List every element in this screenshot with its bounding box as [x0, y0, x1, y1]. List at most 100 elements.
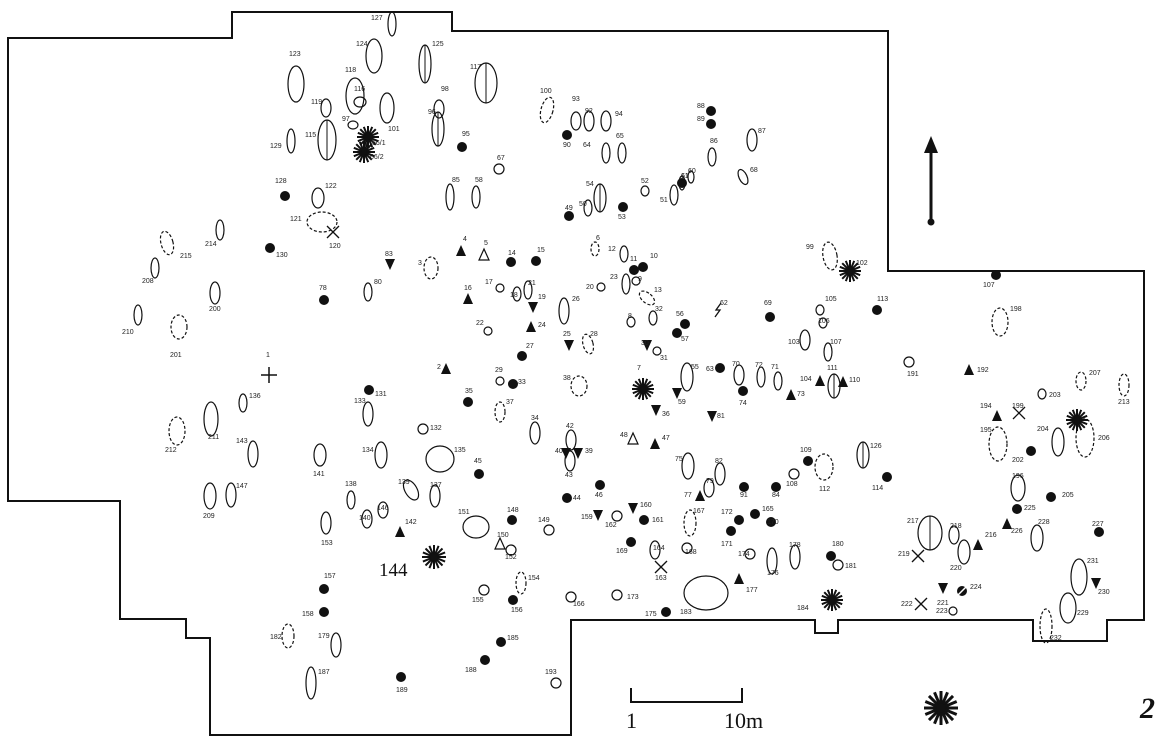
feature-38: 38: [563, 375, 588, 397]
feature-1: 1: [261, 352, 277, 383]
feature-151: 151: [458, 509, 490, 539]
feature-label: 140: [359, 515, 371, 522]
feature-108: 108: [786, 468, 800, 488]
feature-215: 215: [159, 230, 192, 260]
feature-196: 196: [1010, 473, 1026, 502]
feature-110: 110: [838, 376, 860, 387]
feature-label: 226: [1011, 528, 1023, 535]
feature-79: 79: [703, 478, 715, 498]
feature-34: 34: [529, 415, 541, 445]
feature-label: 150: [497, 532, 509, 539]
feature-217: 217: [907, 515, 943, 551]
feature-92: 92: [583, 108, 595, 132]
feature-label: 112: [819, 486, 830, 493]
feature-89: 89: [697, 116, 716, 129]
feature-153: 153: [320, 511, 333, 547]
feature-67: 67: [493, 155, 505, 175]
feature-70: 70: [732, 361, 745, 386]
feature-label: 217: [907, 518, 919, 525]
feature-label: 43: [565, 472, 573, 479]
feature-64: 64: [583, 142, 611, 164]
feature-158: 158: [302, 607, 329, 618]
feature-27: 27: [517, 343, 534, 361]
feature-label: 216: [985, 532, 997, 539]
feature-33: 33: [508, 379, 526, 389]
feature-label: 193: [545, 669, 557, 676]
feature-label: 77: [684, 492, 692, 499]
feature-label: 14: [508, 250, 516, 257]
feature-20: 20: [586, 282, 606, 292]
feature-114: 114: [872, 472, 892, 492]
feature-26: 26: [558, 296, 580, 325]
feature-label: 202: [1012, 457, 1024, 464]
feature-49: 49: [564, 205, 574, 221]
feature-label: 100: [540, 88, 552, 95]
feature-102: 102: [839, 260, 868, 282]
feature-40: 40: [555, 448, 571, 459]
feature-label: 230: [1098, 589, 1110, 596]
feature-label: 110: [849, 377, 860, 384]
feature-93: 93: [570, 96, 582, 131]
feature-7: 7: [632, 365, 654, 400]
feature-201: 201: [170, 314, 188, 359]
feature-label: 78: [319, 285, 327, 292]
feature-label: 99: [806, 244, 814, 251]
feature-95: 95: [457, 131, 470, 152]
feature-label: 185: [507, 635, 519, 642]
feature-30: 30: [641, 340, 652, 351]
feature-label: 45: [474, 458, 482, 465]
feature-label: 86: [710, 138, 718, 145]
feature-label: 94: [615, 111, 623, 118]
feature-159: 159: [581, 510, 603, 521]
feature-150: 150: [494, 532, 509, 550]
feature-219: 219: [898, 549, 925, 563]
feature-label: 161: [652, 517, 664, 524]
feature-179: 179: [318, 632, 342, 658]
feature-label: 60: [688, 168, 696, 175]
feature-123: 123: [287, 51, 305, 103]
feature-199: 199: [1012, 403, 1026, 420]
feature-222: 222: [901, 597, 928, 611]
feature-216: 216: [973, 532, 997, 550]
feature-134: 134: [362, 441, 388, 469]
feature-label: 58: [475, 177, 483, 184]
feature-label: 214: [205, 241, 217, 248]
feature-label: 51: [660, 197, 668, 204]
feature-label: 231: [1087, 558, 1099, 565]
feature-126: 126: [856, 441, 882, 469]
feature-210: 210: [122, 304, 143, 336]
feature-label: 128: [275, 178, 287, 185]
feature-label: 16: [464, 285, 472, 292]
feature-label: 173: [627, 594, 639, 601]
feature-231: 231: [1070, 558, 1099, 596]
feature-label: 53: [618, 214, 626, 221]
feature-119: 119: [311, 98, 332, 118]
feature-107: 107: [983, 270, 1001, 289]
feature-label: 205: [1062, 492, 1074, 499]
feature-9: 9: [631, 276, 642, 286]
feature-label: 208: [142, 278, 154, 285]
feature-label: 153: [321, 540, 333, 547]
feature-label: 79: [706, 478, 714, 485]
feature-label: 138: [345, 481, 357, 488]
feature-label: 17: [485, 279, 493, 286]
feature-label: 206: [1098, 435, 1110, 442]
feature-138: 138: [345, 481, 357, 510]
feature-133: 133: [354, 398, 374, 427]
feature-118: 118: [345, 67, 365, 115]
feature-label: 52: [641, 178, 649, 185]
feature-label: 103: [788, 339, 800, 346]
feature-4: 4: [456, 236, 467, 256]
feature-label: 211: [208, 434, 219, 441]
feature-55: 55: [680, 362, 699, 392]
feature-label: 228: [1038, 519, 1050, 526]
feature-135: 135: [425, 445, 466, 473]
feature-label: 39: [585, 448, 593, 455]
feature-12: 12: [608, 245, 629, 263]
feature-label: 141: [313, 471, 325, 478]
feature-label: 18: [510, 292, 518, 299]
feature-label: 154: [528, 575, 540, 582]
feature-128: 128: [275, 178, 290, 201]
feature-label: 232: [1050, 635, 1062, 642]
scale-bar: 1 10m: [626, 688, 763, 733]
